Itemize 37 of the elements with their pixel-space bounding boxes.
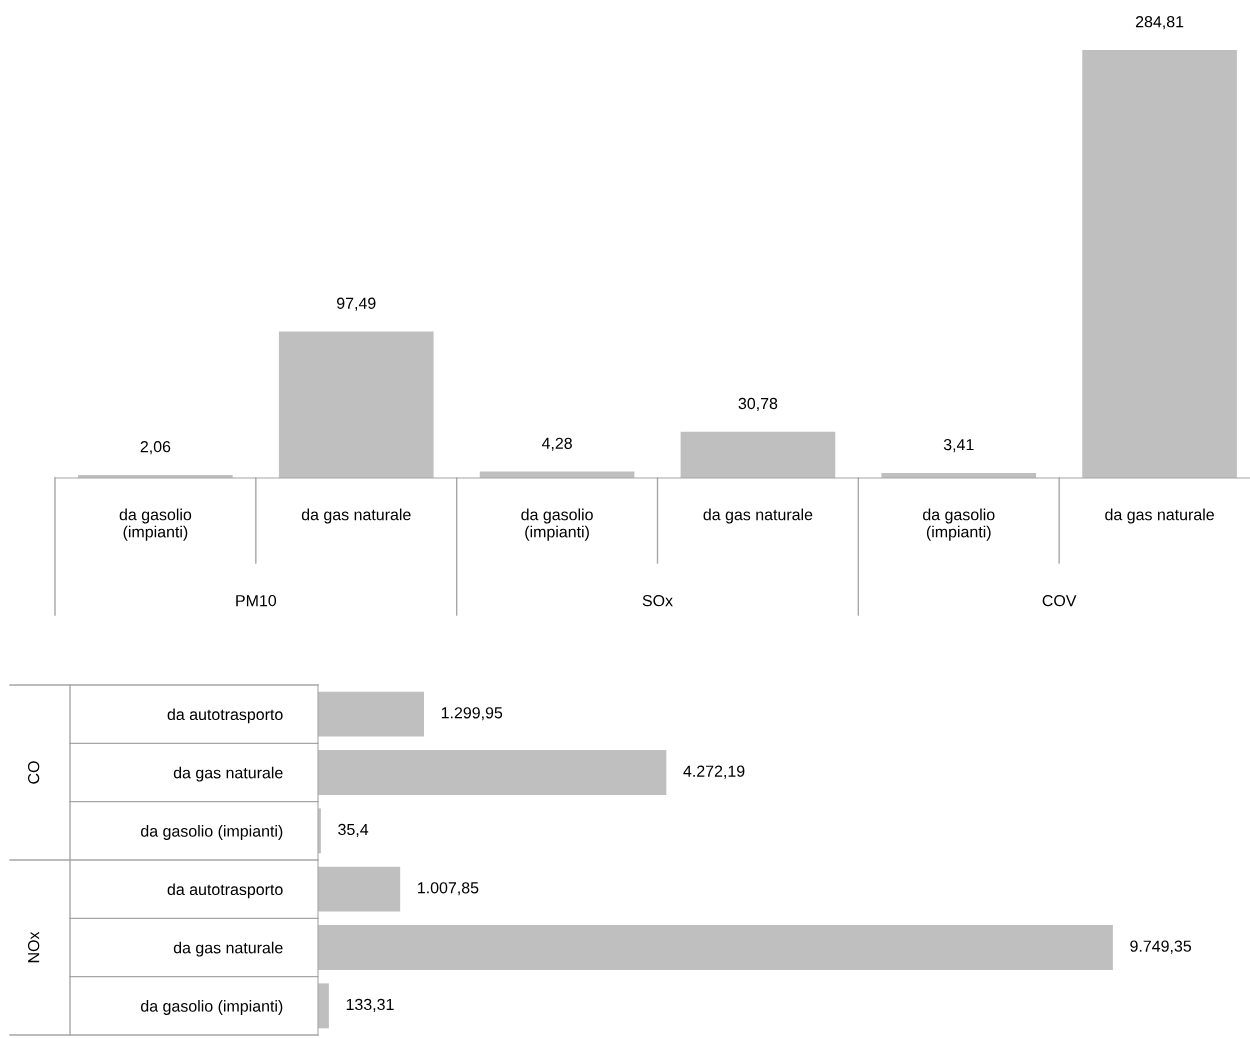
data-label: 2,06 <box>140 440 171 455</box>
data-label: 284,81 <box>1135 16 1184 30</box>
y-tick-label: da autotrasporto <box>167 708 283 724</box>
bar <box>318 691 424 737</box>
text: CO <box>27 761 40 784</box>
data-label: 97,49 <box>337 297 376 311</box>
y-tick-label: da autotrasporto <box>167 883 283 899</box>
bar <box>318 925 1113 970</box>
text: SOx <box>642 594 673 607</box>
x-tick-label: da gasolio (impianti) <box>521 508 593 541</box>
bar <box>318 866 401 912</box>
text: PM10 <box>236 594 277 607</box>
data-label: 133,31 <box>346 998 394 1013</box>
text: NOx <box>27 931 40 963</box>
y-tick-label: da gasolio (impianti) <box>141 1000 283 1015</box>
bar <box>318 983 329 1029</box>
data-label: 9.749,35 <box>1130 940 1192 954</box>
bar <box>1082 49 1237 478</box>
bar <box>278 331 434 478</box>
y-tick-label: da gas naturale <box>173 766 283 782</box>
x-tick-label: da gasolio (impianti) <box>923 508 995 541</box>
data-label: 1.299,95 <box>441 707 503 721</box>
y-tick-label: da gas naturale <box>173 941 283 957</box>
x-tick-label: da gas naturale <box>301 508 411 524</box>
data-label: 3,41 <box>943 438 974 453</box>
data-label: 4,28 <box>541 437 572 451</box>
data-label: 4.272,19 <box>683 765 745 779</box>
x-tick-label: da gasolio (impianti) <box>119 508 192 541</box>
x-tick-label: da gas naturale <box>1105 508 1214 524</box>
bar <box>680 431 836 478</box>
y-tick-label: da gasolio (impianti) <box>141 825 283 840</box>
data-label: 35,4 <box>338 823 369 838</box>
bar <box>318 750 667 795</box>
data-label: 1.007,85 <box>418 882 479 896</box>
x-tick-label: da gas naturale <box>703 508 813 524</box>
data-label: 30,78 <box>738 397 778 412</box>
text: COV <box>1042 594 1077 607</box>
